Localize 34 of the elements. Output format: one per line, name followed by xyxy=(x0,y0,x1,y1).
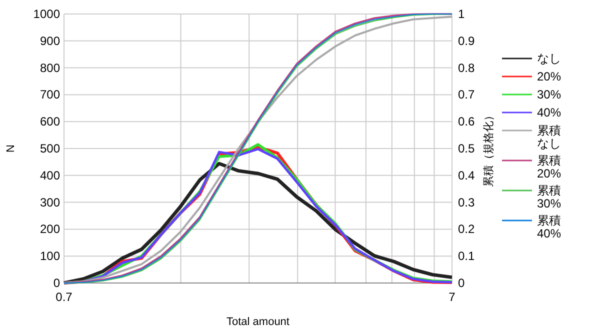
y-tick-label: 400 xyxy=(40,168,60,182)
y-tick-label: 0 xyxy=(53,276,60,290)
y2-tick-label: 0.9 xyxy=(458,34,476,48)
y2-tick-label: 0 xyxy=(458,276,465,290)
y2-tick-label: 0.1 xyxy=(458,249,476,264)
y2-tick-label: 0.7 xyxy=(458,88,476,102)
legend-label: 累積20% xyxy=(537,154,562,180)
y-tick-label: 600 xyxy=(40,114,60,129)
y-tick-label: 700 xyxy=(40,88,60,102)
y2-tick-label: 0.8 xyxy=(458,60,476,75)
y2-tick-label: 0.2 xyxy=(458,222,476,236)
y2-tick-label: 0.3 xyxy=(458,195,476,210)
y-tick-label: 900 xyxy=(40,34,60,48)
y2-tick-label: 0.6 xyxy=(458,114,476,129)
x-tick-label: 7 xyxy=(448,290,456,304)
legend-label: 20% xyxy=(537,70,562,84)
y-tick-label: 500 xyxy=(40,142,60,156)
y2-axis-title: 累積（規格化） xyxy=(483,110,495,187)
y-tick-label: 300 xyxy=(40,195,60,210)
y-axis-title: N xyxy=(5,144,17,152)
legend-label: 累積40% xyxy=(537,214,562,240)
legend-label: 累積30% xyxy=(537,184,562,210)
legend-label: 40% xyxy=(537,106,562,120)
x-axis-title: Total amount xyxy=(226,316,290,328)
legend-label: 累積なし xyxy=(537,124,561,150)
y2-tick-label: 1 xyxy=(458,7,465,21)
legend-label: 30% xyxy=(537,88,562,102)
legend-label: なし xyxy=(537,52,561,66)
y-tick-label: 1000 xyxy=(33,7,60,21)
y2-tick-label: 0.4 xyxy=(458,168,476,182)
y-tick-label: 100 xyxy=(40,249,60,264)
y2-tick-label: 0.5 xyxy=(458,142,476,156)
y-tick-label: 800 xyxy=(40,60,60,75)
y-tick-label: 200 xyxy=(40,222,60,236)
